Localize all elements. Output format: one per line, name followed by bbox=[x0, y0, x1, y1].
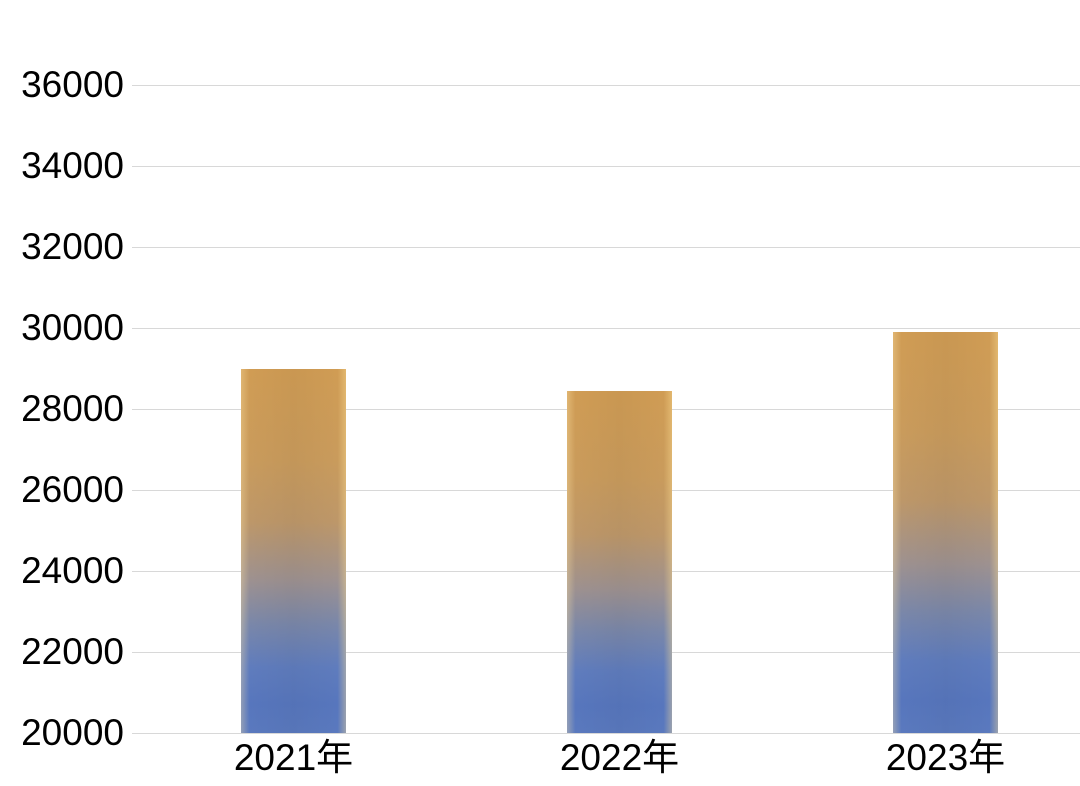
gridline bbox=[132, 733, 1080, 734]
bar-2022年 bbox=[567, 390, 672, 734]
y-axis-tick-label: 24000 bbox=[21, 550, 124, 591]
bar-2023年 bbox=[893, 332, 998, 733]
gridline bbox=[132, 247, 1080, 248]
gridline bbox=[132, 166, 1080, 167]
y-axis-tick-label: 30000 bbox=[21, 307, 124, 348]
y-axis-tick-label: 28000 bbox=[21, 388, 124, 429]
y-axis-tick-label: 22000 bbox=[21, 631, 124, 672]
y-axis-tick-label: 26000 bbox=[21, 469, 124, 510]
x-axis-category-label: 2023年 bbox=[885, 737, 1006, 778]
y-axis-tick-label: 36000 bbox=[21, 64, 124, 105]
y-axis-tick-label: 32000 bbox=[21, 226, 124, 267]
y-axis-tick-label: 34000 bbox=[21, 145, 124, 186]
y-axis-tick-label: 20000 bbox=[21, 712, 124, 753]
x-axis-category-label: 2022年 bbox=[559, 737, 680, 778]
gridline bbox=[132, 328, 1080, 329]
bar-2021年 bbox=[241, 368, 346, 733]
gridline bbox=[132, 85, 1080, 86]
x-axis-category-label: 2021年 bbox=[233, 737, 354, 778]
